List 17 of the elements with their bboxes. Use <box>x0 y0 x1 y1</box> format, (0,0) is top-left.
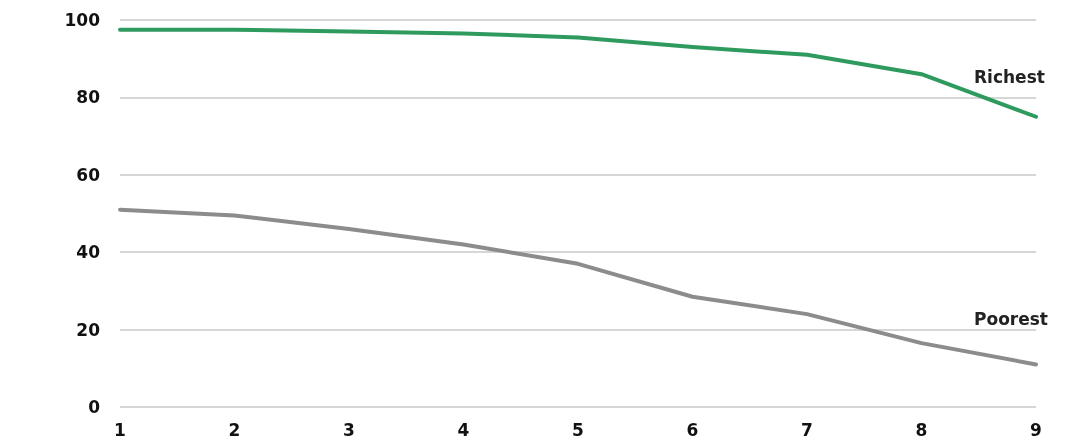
x-tick-label: 2 <box>228 419 241 440</box>
x-tick-label: 1 <box>114 419 126 440</box>
y-tick-label: 0 <box>88 397 101 417</box>
y-tick-label: 20 <box>76 319 101 340</box>
series-label: Richest <box>974 66 1045 87</box>
x-tick-label: 7 <box>801 419 813 440</box>
y-tick-label: 80 <box>76 87 101 108</box>
series-label: Poorest <box>974 309 1048 330</box>
x-tick-label: 3 <box>343 419 355 440</box>
y-tick-label: 100 <box>64 10 101 30</box>
y-tick-label: 60 <box>76 164 101 185</box>
y-tick-label: 40 <box>76 242 101 263</box>
x-tick-label: 8 <box>915 419 928 440</box>
x-tick-label: 5 <box>572 419 584 440</box>
x-tick-label: 4 <box>457 419 470 440</box>
x-tick-label: 6 <box>686 419 699 440</box>
x-tick-label: 9 <box>1030 419 1042 440</box>
